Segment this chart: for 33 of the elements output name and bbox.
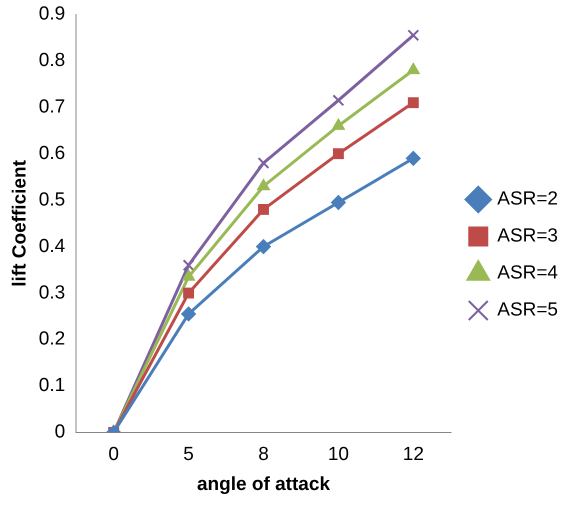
y-tick-label: 0.2: [38, 328, 66, 350]
point: [181, 306, 196, 322]
y-tick-label: 0.6: [38, 142, 66, 164]
y-tick-label: 0.1: [38, 375, 66, 396]
point: [183, 288, 194, 299]
point: [258, 204, 269, 215]
point: [407, 29, 420, 42]
x-axis-title: angle of attack: [196, 474, 330, 495]
legend-label: ASR=3: [497, 226, 558, 247]
y-tick-label: 0.7: [38, 96, 66, 118]
x-tick-label: 12: [402, 444, 424, 466]
point: [330, 195, 346, 210]
y-tick-label: 0.4: [38, 236, 66, 257]
legend-label: ASR=4: [497, 262, 558, 284]
x-tick-label: 8: [258, 444, 269, 466]
y-tick-label: 0.9: [38, 4, 66, 25]
x-tick-label: 10: [328, 444, 349, 466]
point: [406, 150, 421, 166]
y-tick-label: 0: [54, 422, 66, 443]
x-tick-label: 5: [183, 444, 194, 466]
point: [258, 157, 270, 169]
point: [408, 97, 419, 108]
point: [256, 239, 271, 254]
x-tick-label: 0: [108, 444, 119, 466]
point: [332, 148, 344, 160]
point: [332, 94, 344, 106]
y-tick-label: 0.5: [38, 189, 66, 210]
legend-label: ASR=5: [497, 300, 558, 321]
point: [182, 259, 195, 272]
y-axis-title: lift Coefficient: [10, 159, 31, 287]
legend-label: ASR=2: [497, 188, 558, 210]
y-tick-label: 0.3: [38, 282, 66, 304]
y-tick-label: 0.8: [38, 50, 66, 72]
